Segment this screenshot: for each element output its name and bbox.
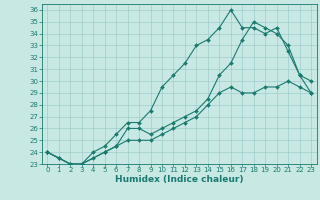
X-axis label: Humidex (Indice chaleur): Humidex (Indice chaleur)	[115, 175, 244, 184]
